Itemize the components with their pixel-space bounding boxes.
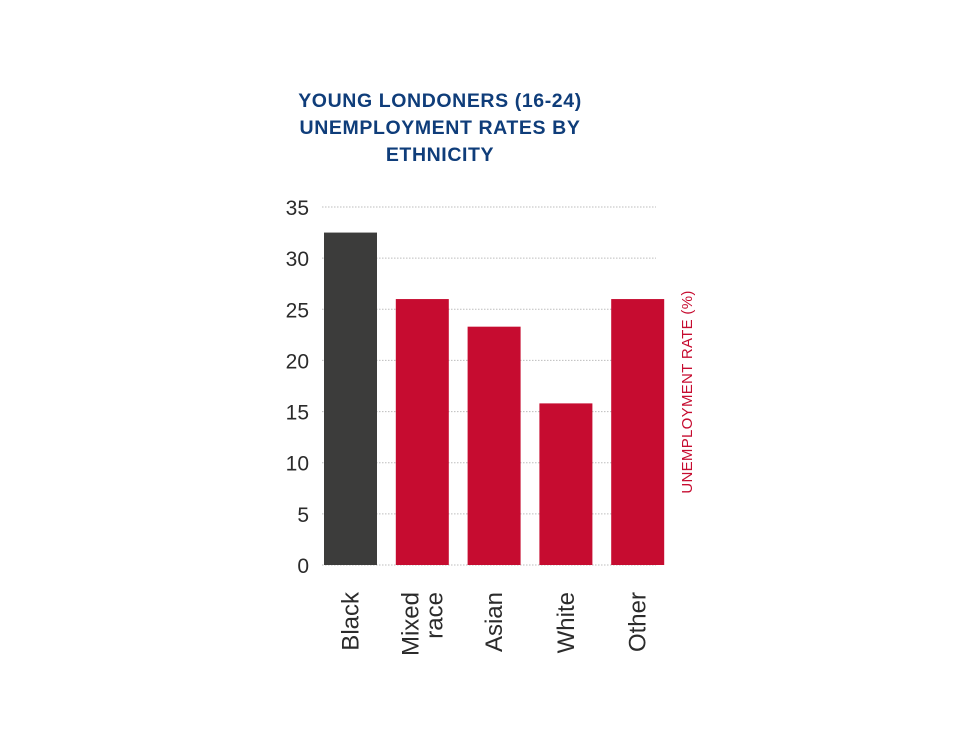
y-tick-label: 15 — [286, 402, 309, 425]
x-category-label-line: Other — [625, 592, 652, 652]
chart-title-line-1: YOUNG LONDONERS (16-24) — [298, 90, 582, 112]
x-category-label-line: Black — [338, 591, 365, 651]
y-tick-label: 25 — [286, 299, 309, 322]
y-tick-label: 35 — [286, 197, 309, 220]
y-tick-label: 0 — [297, 555, 309, 578]
y-tick-label: 20 — [286, 350, 309, 373]
x-category-label: White — [553, 592, 580, 653]
y-axis-label: UNEMPLOYMENT RATE (%) — [679, 290, 696, 493]
bar — [395, 299, 449, 565]
x-category-label: Asian — [481, 592, 508, 652]
y-tick-label: 30 — [286, 248, 309, 271]
bar — [611, 299, 665, 565]
bars — [324, 232, 665, 566]
bar — [467, 326, 521, 565]
x-category-label-line: White — [553, 592, 580, 653]
y-tick-label: 10 — [286, 453, 309, 476]
y-tick-label: 5 — [297, 504, 309, 527]
y-axis-ticks: 0 5 10 15 20 25 30 35 — [286, 197, 309, 578]
chart-title-line-2: UNEMPLOYMENT RATES BY — [299, 117, 581, 139]
x-category-label: Black — [338, 591, 365, 651]
x-category-label: Other — [625, 592, 652, 652]
chart-title: YOUNG LONDONERS (16-24) UNEMPLOYMENT RAT… — [240, 88, 640, 169]
bar — [324, 232, 377, 566]
chart-title-line-3: ETHNICITY — [385, 144, 495, 166]
x-category-label-line: Mixed — [397, 592, 424, 656]
bar — [539, 403, 593, 565]
x-category-label-line: race — [421, 592, 448, 639]
x-category-label-line: Asian — [481, 592, 508, 652]
